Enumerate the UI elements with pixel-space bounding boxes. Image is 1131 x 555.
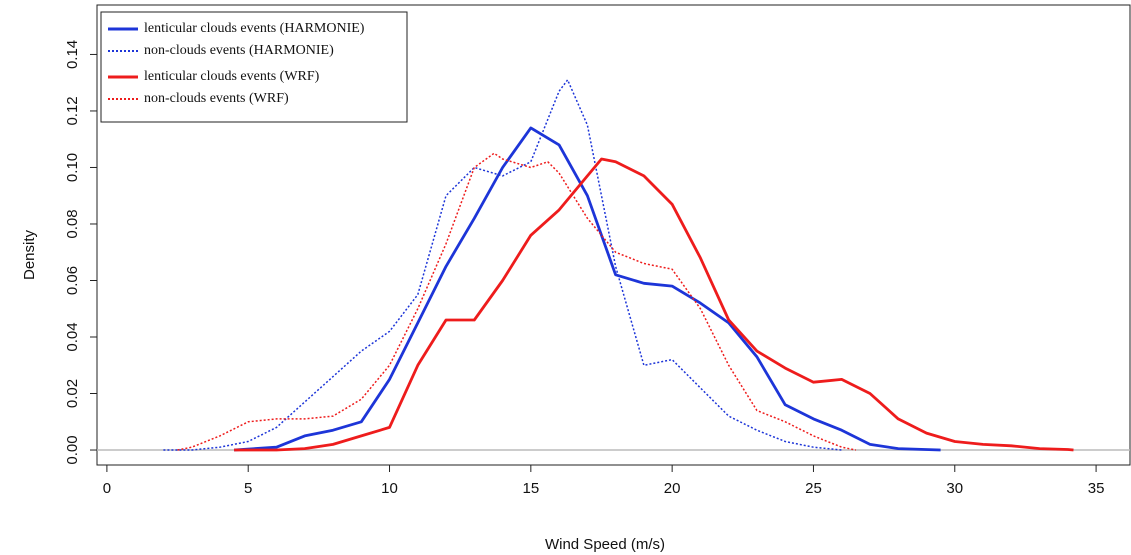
x-tick-label: 35	[1088, 480, 1105, 497]
legend-label: lenticular clouds events (WRF)	[144, 69, 320, 84]
x-tick-label: 15	[522, 480, 539, 497]
x-axis-label: Wind Speed (m/s)	[545, 536, 665, 553]
y-axis-label: Density	[21, 229, 38, 280]
density-line	[234, 126, 941, 452]
density-line	[163, 79, 842, 451]
y-tick-label: 0.14	[64, 40, 81, 69]
x-tick-label: 25	[805, 480, 822, 497]
density-line	[234, 157, 1074, 452]
legend-box	[100, 11, 408, 123]
legend-label: non-clouds events (HARMONIE)	[144, 43, 334, 58]
y-tick-label: 0.12	[64, 96, 81, 125]
y-tick-label: 0.02	[64, 379, 81, 408]
y-tick-label: 0.08	[64, 209, 81, 238]
x-tick-label: 20	[664, 480, 681, 497]
density-line	[177, 152, 857, 451]
x-tick-label: 30	[946, 480, 963, 497]
y-tick-label: 0.04	[64, 322, 81, 351]
y-tick-label: 0.10	[64, 153, 81, 182]
y-tick-label: 0.00	[64, 435, 81, 464]
y-tick-label: 0.06	[64, 266, 81, 295]
x-tick-label: 10	[381, 480, 398, 497]
x-tick-label: 0	[103, 480, 111, 497]
legend-label: lenticular clouds events (HARMONIE)	[144, 21, 365, 36]
legend-label: non-clouds events (WRF)	[144, 91, 289, 106]
x-tick-label: 5	[244, 480, 252, 497]
